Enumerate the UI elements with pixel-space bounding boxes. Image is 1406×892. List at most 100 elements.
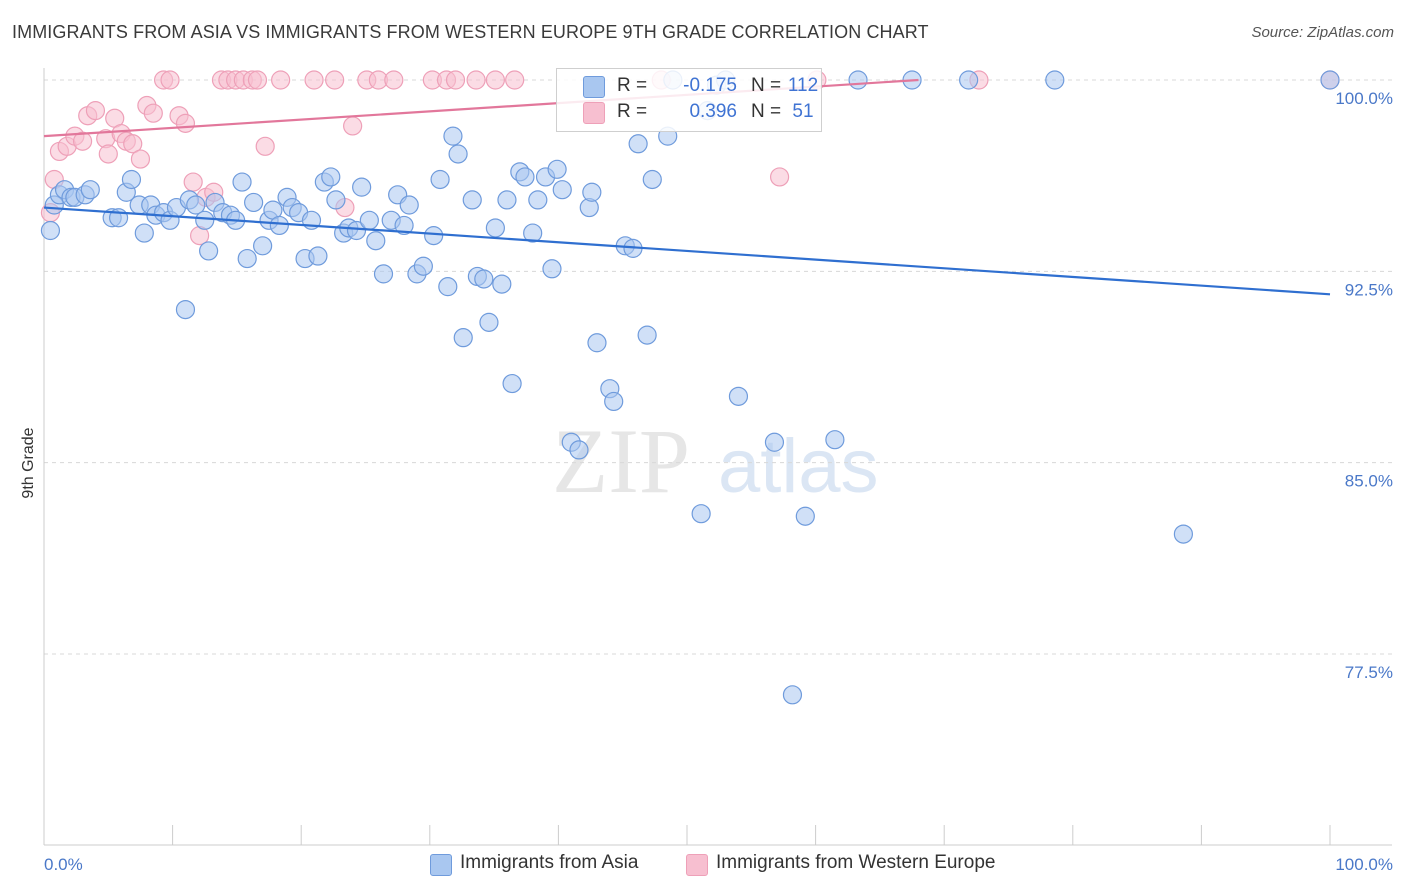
series-swatch-western-europe <box>686 854 708 876</box>
asia-point <box>691 504 711 524</box>
legend-swatch-western-europe <box>583 102 605 124</box>
y-tick-label: 100.0% <box>1335 89 1393 108</box>
asia-point <box>848 70 868 90</box>
asia-point <box>528 190 548 210</box>
western-europe-point <box>384 70 404 90</box>
asia-point <box>438 277 458 297</box>
asia-point <box>443 126 463 146</box>
legend-n-label: N = <box>751 101 782 122</box>
asia-point <box>604 391 624 412</box>
legend-n-label: N = <box>751 75 782 96</box>
asia-point <box>253 236 273 256</box>
asia-point <box>373 264 394 284</box>
asia-point <box>321 167 341 187</box>
asia-point <box>326 190 346 210</box>
chart-title: IMMIGRANTS FROM ASIA VS IMMIGRANTS FROM … <box>12 22 929 42</box>
asia-point <box>134 223 154 243</box>
western-europe-point <box>769 167 790 187</box>
asia-point <box>359 210 379 230</box>
watermark-atlas: atlas <box>718 424 879 509</box>
asia-point <box>1045 70 1065 90</box>
asia-point <box>399 195 419 215</box>
x-tick-label: 100.0% <box>1335 855 1393 874</box>
y-tick-label: 77.5% <box>1345 663 1393 682</box>
asia-point <box>474 269 494 289</box>
asia-point <box>825 430 845 450</box>
asia-points <box>40 70 1340 705</box>
western-europe-point <box>72 131 93 151</box>
western-europe-point <box>325 70 345 90</box>
legend-r-label: R = <box>617 101 648 122</box>
y-axis-title: 9th Grade <box>20 427 37 498</box>
asia-point <box>547 159 567 179</box>
western-europe-point <box>183 172 203 192</box>
asia-point <box>40 220 61 241</box>
asia-point <box>552 180 572 200</box>
axis-labels: 77.5% 85.0% 92.5% 100.0% 0.0% 100.0% 9th Grade <box>20 89 1393 874</box>
western-europe-point <box>123 134 143 154</box>
asia-point <box>479 312 499 332</box>
asia-point <box>728 386 749 406</box>
asia-point <box>244 192 264 213</box>
asia-point <box>413 256 433 276</box>
asia-point <box>959 70 979 90</box>
western-europe-point <box>255 136 275 156</box>
western-europe-point <box>130 149 151 169</box>
asia-point <box>497 190 517 210</box>
western-europe-point <box>485 70 505 90</box>
asia-point <box>782 685 803 705</box>
asia-point <box>453 328 473 348</box>
western-europe-point <box>175 113 196 133</box>
legend-r-label: R = <box>617 75 648 96</box>
asia-point <box>795 506 815 526</box>
asia-point <box>121 169 142 190</box>
western-europe-point <box>160 70 180 90</box>
asia-point <box>515 167 535 187</box>
asia-point <box>492 274 512 294</box>
asia-point <box>628 134 648 154</box>
asia-point <box>582 182 602 202</box>
asia-point <box>642 169 662 190</box>
asia-point <box>237 248 257 269</box>
asia-point <box>587 333 607 353</box>
y-tick-label: 85.0% <box>1345 472 1393 491</box>
western-europe-point <box>445 70 466 90</box>
stats-legend: R = -0.175 N = 112 R = 0.396 N = 51 <box>556 68 822 132</box>
asia-point <box>186 195 206 215</box>
asia-point <box>269 215 289 236</box>
asia-point <box>346 220 367 241</box>
legend-swatch-asia <box>583 76 605 98</box>
series-swatch-asia <box>430 854 452 876</box>
western-europe-point <box>304 70 324 90</box>
asia-point <box>195 210 215 230</box>
asia-point <box>502 373 522 394</box>
watermark: ZIP atlas <box>552 410 879 512</box>
series-label-western-europe: Immigrants from Western Europe <box>716 852 996 873</box>
x-tick-label: 0.0% <box>44 855 83 874</box>
asia-point <box>394 215 414 236</box>
legend-r-value: 0.396 <box>689 101 737 122</box>
asia-point <box>462 190 482 210</box>
asia-point <box>430 169 450 190</box>
asia-point <box>232 172 252 192</box>
legend-n-value: 51 <box>792 101 814 122</box>
asia-point <box>308 246 328 266</box>
western-europe-point <box>271 70 291 90</box>
western-europe-point <box>143 103 163 123</box>
western-europe-point <box>247 70 268 90</box>
asia-point <box>352 177 372 197</box>
asia-trend-line <box>43 206 1331 296</box>
axes <box>43 68 1392 846</box>
asia-point <box>569 440 589 460</box>
asia-point <box>523 223 543 243</box>
asia-point <box>199 241 219 261</box>
asia-point <box>175 300 196 320</box>
western-europe-point <box>85 101 106 121</box>
asia-point <box>764 432 785 452</box>
asia-point <box>80 180 100 200</box>
asia-point <box>1173 524 1193 544</box>
legend-r-value: -0.175 <box>683 75 737 96</box>
y-tick-label: 92.5% <box>1345 280 1393 299</box>
asia-point <box>542 259 562 279</box>
